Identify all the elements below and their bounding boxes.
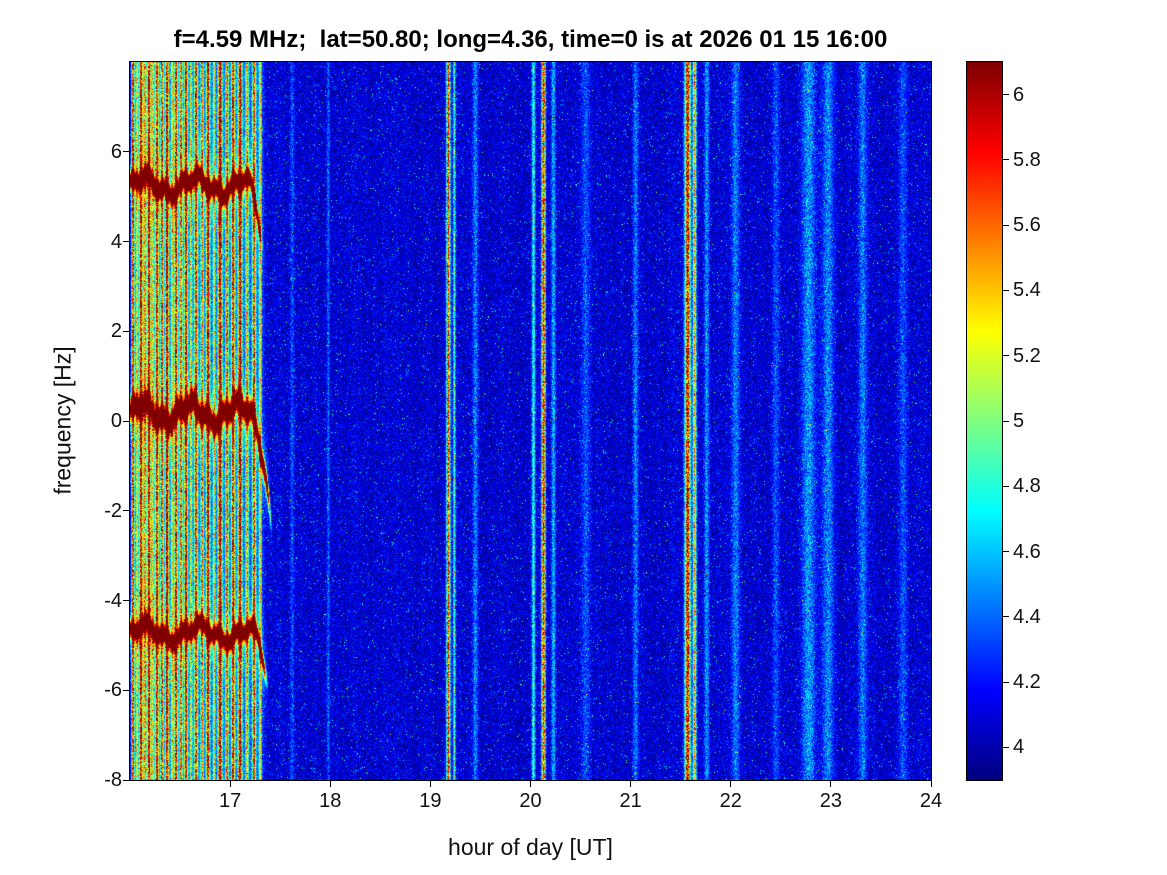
colorbar-tick-mark xyxy=(1003,616,1009,618)
colorbar-tick-mark xyxy=(1003,485,1009,487)
colorbar-tick-mark xyxy=(1003,159,1009,161)
x-tick-mark xyxy=(830,781,832,787)
x-tick-label: 20 xyxy=(519,790,542,812)
x-tick-label: 19 xyxy=(419,790,442,812)
x-tick-label: 17 xyxy=(219,790,242,812)
y-tick-mark xyxy=(123,779,129,781)
x-tick-mark xyxy=(429,781,431,787)
y-tick-mark xyxy=(123,420,129,422)
y-tick-mark xyxy=(123,510,129,512)
x-tick-mark xyxy=(229,781,231,787)
colorbar-tick-mark xyxy=(1003,681,1009,683)
colorbar-tick-label: 4.6 xyxy=(1013,540,1041,563)
x-axis-label: hour of day [UT] xyxy=(448,834,613,860)
y-tick-label: -6 xyxy=(104,679,122,702)
colorbar-tick-mark xyxy=(1003,224,1009,226)
y-tick-mark xyxy=(123,151,129,153)
colorbar-tick-label: 5.4 xyxy=(1013,279,1041,302)
colorbar-tick-label: 4 xyxy=(1013,736,1025,759)
colorbar-tick-mark xyxy=(1003,94,1009,96)
spectrogram-canvas xyxy=(130,62,931,780)
x-tick-label: 22 xyxy=(719,790,742,812)
y-tick-label: 0 xyxy=(110,410,122,432)
x-tick-mark xyxy=(530,781,531,787)
colorbar-tick-label: 4.8 xyxy=(1013,475,1041,498)
colorbar-tick-label: 4.2 xyxy=(1013,671,1041,694)
y-tick-label: 2 xyxy=(110,320,122,343)
y-tick-mark xyxy=(123,689,129,691)
x-tick-label: 24 xyxy=(919,790,943,812)
y-tick-label: -4 xyxy=(104,589,122,612)
x-tick-label: 21 xyxy=(619,790,642,812)
colorbar-tick-label: 5 xyxy=(1013,410,1025,432)
y-tick-label: -2 xyxy=(104,499,122,522)
y-tick-mark xyxy=(123,241,129,242)
colorbar-tick-label: 4.4 xyxy=(1013,605,1041,628)
y-tick-mark xyxy=(123,330,129,332)
colorbar-tick-mark xyxy=(1003,420,1009,422)
x-tick-mark xyxy=(329,781,331,787)
colorbar-tick-mark xyxy=(1003,551,1009,553)
x-tick-label: 23 xyxy=(819,790,842,812)
y-tick-label: 6 xyxy=(110,140,122,163)
colorbar xyxy=(966,61,1003,781)
colorbar-tick-label: 5.2 xyxy=(1013,344,1041,367)
colorbar-tick-mark xyxy=(1003,746,1009,748)
y-tick-label: 4 xyxy=(110,230,122,253)
colorbar-tick-label: 6 xyxy=(1013,83,1025,106)
colorbar-canvas xyxy=(967,62,1002,780)
colorbar-tick-label: 5.6 xyxy=(1013,214,1041,237)
x-tick-mark xyxy=(930,781,932,787)
y-tick-label: -8 xyxy=(104,769,122,791)
x-tick-mark xyxy=(630,781,632,787)
x-tick-label: 18 xyxy=(319,790,342,812)
heatmap-plot-area xyxy=(130,62,931,780)
chart-title: f=4.59 MHz; lat=50.80; long=4.36, time=0… xyxy=(173,26,888,53)
y-tick-mark xyxy=(123,600,129,601)
x-tick-mark xyxy=(730,781,732,787)
colorbar-tick-mark xyxy=(1003,289,1009,291)
colorbar-tick-label: 5.8 xyxy=(1013,148,1041,171)
colorbar-tick-mark xyxy=(1003,355,1009,357)
